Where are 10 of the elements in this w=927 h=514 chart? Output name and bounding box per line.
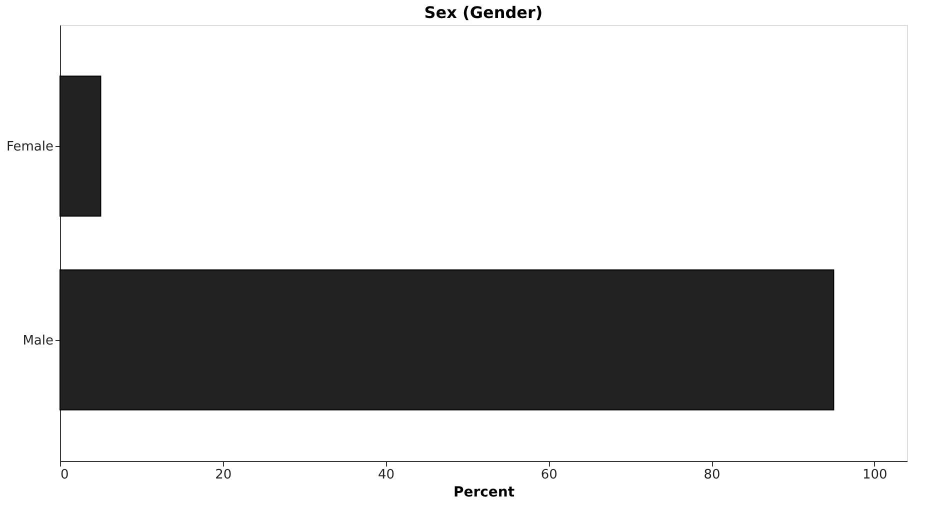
x-tick-label: 0 bbox=[60, 468, 69, 482]
x-tick-label: 100 bbox=[862, 468, 888, 482]
x-axis-title: Percent bbox=[453, 484, 515, 500]
y-tick-label: Female bbox=[6, 140, 54, 155]
x-tick-label: 20 bbox=[215, 468, 232, 482]
x-tick-label: 60 bbox=[540, 468, 558, 482]
x-tick-label: 40 bbox=[378, 468, 395, 482]
x-tick-label: 80 bbox=[704, 468, 720, 482]
y-tick-label: Male bbox=[22, 333, 54, 348]
chart-title: Sex (Gender) bbox=[424, 3, 543, 22]
